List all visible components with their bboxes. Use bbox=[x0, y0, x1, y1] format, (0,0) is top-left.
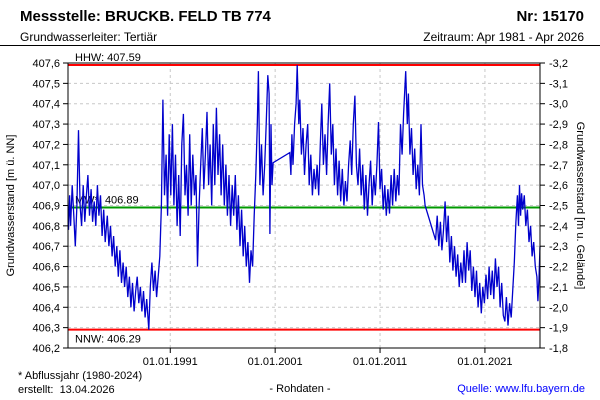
y-left-tick-label: 406,4 bbox=[32, 302, 60, 314]
y-left-tick-label: 407,5 bbox=[32, 78, 60, 90]
y-left-tick-label: 406,5 bbox=[32, 282, 60, 294]
footnote-abflussjahr: * Abflussjahr (1980-2024) bbox=[18, 370, 143, 382]
y-right-tick-label: -3,2 bbox=[549, 58, 568, 70]
y-right-tick-label: -2,5 bbox=[549, 201, 568, 213]
y-right-tick-label: -2,9 bbox=[549, 119, 568, 131]
y-left-tick-label: 407,4 bbox=[32, 99, 60, 111]
y-right-tick-label: -2,2 bbox=[549, 262, 568, 274]
rohdaten-label: - Rohdaten - bbox=[269, 383, 331, 395]
created-date-label: erstellt: 13.04.2026 bbox=[18, 384, 115, 396]
y-right-tick-label: -2,0 bbox=[549, 302, 568, 314]
data-series-line bbox=[67, 64, 541, 330]
y-left-tick-label: 406,7 bbox=[32, 241, 60, 253]
y-left-tick-label: 406,2 bbox=[32, 343, 60, 355]
y-left-tick-label: 407,0 bbox=[32, 180, 60, 192]
y-right-tick-label: -3,0 bbox=[549, 99, 568, 111]
x-tick-label: 01.01.2021 bbox=[457, 356, 512, 368]
header-divider bbox=[0, 45, 600, 46]
y-right-tick-label: -1,8 bbox=[549, 343, 568, 355]
y-right-tick-label: -2,1 bbox=[549, 282, 568, 294]
y-right-tick-label: -1,9 bbox=[549, 323, 568, 335]
y-left-tick-label: 406,6 bbox=[32, 262, 60, 274]
y-right-tick-label: -3,1 bbox=[549, 78, 568, 90]
y-left-tick-label: 406,3 bbox=[32, 323, 60, 335]
time-period-label: Zeitraum: Apr 1981 - Apr 2026 bbox=[423, 30, 584, 44]
y-left-tick-label: 407,2 bbox=[32, 139, 60, 151]
y-right-axis-title: Grundwasserstand [m u. Gelände] bbox=[574, 122, 586, 290]
y-left-tick-label: 407,6 bbox=[32, 58, 60, 70]
y-right-tick-label: -2,7 bbox=[549, 160, 568, 172]
page-title: Messstelle: BRUCKB. FELD TB 774 bbox=[20, 8, 271, 25]
source-link[interactable]: Quelle: www.lfu.bayern.de bbox=[457, 383, 585, 395]
hhw-label: HHW: 407.59 bbox=[75, 52, 141, 64]
y-right-tick-label: -2,4 bbox=[549, 221, 568, 233]
y-left-tick-label: 406,9 bbox=[32, 201, 60, 213]
y-right-tick-label: -2,8 bbox=[549, 139, 568, 151]
y-right-tick-label: -2,6 bbox=[549, 180, 568, 192]
x-tick-label: 01.01.2001 bbox=[248, 356, 303, 368]
y-right-tick-label: -2,3 bbox=[549, 241, 568, 253]
y-left-tick-label: 407,1 bbox=[32, 160, 60, 172]
station-number: Nr: 15170 bbox=[516, 8, 584, 25]
y-left-axis-title: Grundwasserstand [m ü. NN] bbox=[5, 135, 17, 277]
aquifer-label: Grundwasserleiter: Tertiär bbox=[20, 30, 158, 44]
x-tick-label: 01.01.1991 bbox=[143, 356, 198, 368]
x-tick-label: 01.01.2011 bbox=[353, 356, 407, 368]
nnw-label: NNW: 406.29 bbox=[75, 334, 141, 346]
y-left-tick-label: 406,8 bbox=[32, 221, 60, 233]
y-left-tick-label: 407,3 bbox=[32, 119, 60, 131]
